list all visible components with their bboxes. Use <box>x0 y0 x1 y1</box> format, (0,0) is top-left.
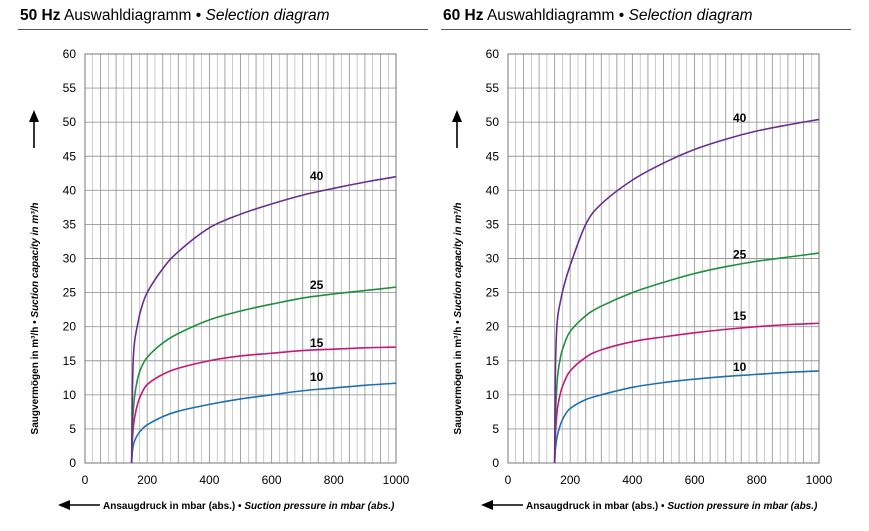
x-tick-label: 1000 <box>383 473 410 487</box>
x-axis-title-german: Ansaugdruck in mbar (abs.) • <box>526 501 667 512</box>
y-tick-label: 45 <box>63 149 77 163</box>
chart-panel-60hz: 60 Hz Auswahldiagramm • Selection diagra… <box>441 0 851 531</box>
y-tick-label: 40 <box>486 183 500 197</box>
y-axis-arrow-head <box>29 110 39 122</box>
x-tick-label: 400 <box>622 473 642 487</box>
x-tick-label: 0 <box>82 473 89 487</box>
grid <box>507 53 820 464</box>
chart-panel-50hz: 50 Hz Auswahldiagramm • Selection diagra… <box>18 0 428 531</box>
y-tick-label: 60 <box>486 47 500 61</box>
title-english: Selection diagram <box>205 7 330 24</box>
y-axis-title-english: Suction capacity in m³/h <box>30 203 41 318</box>
y-axis-arrow-head <box>452 110 462 122</box>
y-axis-title: Saugvermögen in m³/h • Suction capacity … <box>30 203 41 435</box>
curve-15 <box>553 322 820 464</box>
y-axis-title-german: Saugvermögen in m³/h • <box>453 318 464 435</box>
y-tick-label: 35 <box>486 217 500 231</box>
curve-label-25: 25 <box>733 248 747 262</box>
x-tick-label: 200 <box>137 473 157 487</box>
x-tick-label: 1000 <box>806 473 833 487</box>
y-tick-label: 35 <box>63 217 77 231</box>
x-axis-title: Ansaugdruck in mbar (abs.) • Suction pre… <box>526 501 818 512</box>
curve-label-15: 15 <box>733 309 747 323</box>
title-german: Auswahldiagramm • <box>483 7 629 24</box>
y-tick-label: 5 <box>492 422 499 436</box>
curve-label-25: 25 <box>310 278 324 292</box>
y-tick-label: 0 <box>69 456 76 470</box>
curve-25 <box>130 286 397 464</box>
x-tick-label: 600 <box>262 473 282 487</box>
y-tick-label: 40 <box>63 183 77 197</box>
title-german: Auswahldiagramm • <box>60 7 206 24</box>
curve-40 <box>130 175 397 464</box>
panel-title: 60 Hz Auswahldiagramm • Selection diagra… <box>443 7 753 25</box>
curve-label-40: 40 <box>733 111 747 125</box>
y-axis-title-english: Suction capacity in m³/h <box>453 203 464 318</box>
curve-40 <box>553 118 820 464</box>
x-tick-label: 800 <box>747 473 767 487</box>
curve-10 <box>553 370 820 464</box>
y-tick-label: 20 <box>63 320 77 334</box>
title-frequency: 60 Hz <box>443 7 484 24</box>
y-tick-label: 50 <box>63 115 77 129</box>
x-axis-title-english: Suction pressure in mbar (abs.) <box>667 501 818 512</box>
x-axis-title-english: Suction pressure in mbar (abs.) <box>244 501 395 512</box>
plot-frame <box>84 53 397 464</box>
y-axis-title-german: Saugvermögen in m³/h • <box>30 318 41 435</box>
y-axis-title: Saugvermögen in m³/h • Suction capacity … <box>453 203 464 435</box>
curve-15 <box>130 346 397 464</box>
y-tick-label: 10 <box>486 388 500 402</box>
y-tick-label: 55 <box>486 81 500 95</box>
y-tick-label: 15 <box>63 354 77 368</box>
y-tick-label: 45 <box>486 149 500 163</box>
curve-label-15: 15 <box>310 336 324 350</box>
y-tick-label: 0 <box>492 456 499 470</box>
y-tick-label: 30 <box>63 252 77 266</box>
curve-label-10: 10 <box>310 370 324 384</box>
curve-10 <box>130 382 397 464</box>
curve-label-40: 40 <box>310 169 324 183</box>
y-tick-label: 55 <box>63 81 77 95</box>
title-english: Selection diagram <box>628 7 753 24</box>
x-axis-arrow-head <box>481 500 493 510</box>
plot-frame <box>507 53 820 464</box>
x-tick-label: 800 <box>324 473 344 487</box>
title-divider <box>441 29 851 30</box>
title-divider <box>18 29 428 30</box>
x-tick-label: 600 <box>685 473 705 487</box>
x-tick-label: 200 <box>560 473 580 487</box>
curve-label-10: 10 <box>733 360 747 374</box>
x-axis-title-german: Ansaugdruck in mbar (abs.) • <box>103 501 244 512</box>
panel-title: 50 Hz Auswahldiagramm • Selection diagra… <box>20 7 330 25</box>
x-tick-label: 0 <box>505 473 512 487</box>
title-frequency: 50 Hz <box>20 7 61 24</box>
y-tick-label: 25 <box>486 286 500 300</box>
curve-25 <box>553 252 820 464</box>
y-tick-label: 15 <box>486 354 500 368</box>
y-tick-label: 20 <box>486 320 500 334</box>
grid <box>84 53 397 464</box>
y-tick-label: 30 <box>486 252 500 266</box>
x-axis-title: Ansaugdruck in mbar (abs.) • Suction pre… <box>103 501 395 512</box>
y-tick-label: 50 <box>486 115 500 129</box>
x-axis-arrow-head <box>58 500 70 510</box>
y-tick-label: 25 <box>63 286 77 300</box>
x-tick-label: 400 <box>199 473 219 487</box>
y-tick-label: 10 <box>63 388 77 402</box>
y-tick-label: 60 <box>63 47 77 61</box>
y-tick-label: 5 <box>69 422 76 436</box>
